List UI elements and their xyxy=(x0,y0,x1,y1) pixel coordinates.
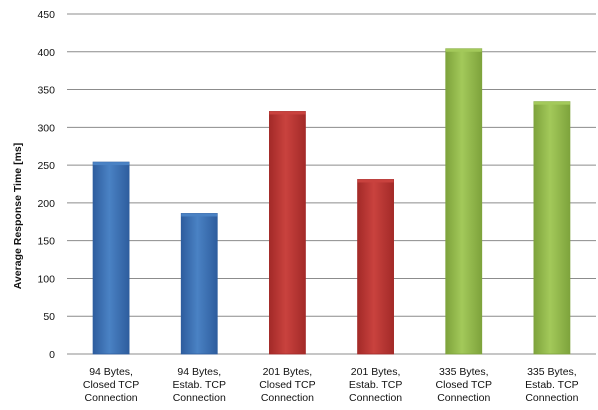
y-tick-labels: 0 50 100 150 200 250 300 350 400 450 xyxy=(37,9,55,361)
bar xyxy=(357,179,394,355)
bar xyxy=(92,161,130,355)
y-tick-label: 350 xyxy=(37,85,55,97)
x-category-label: 335 Bytes, Estab. TCP Connection xyxy=(525,366,579,404)
x-category-label-line: Estab. TCP xyxy=(173,379,227,391)
x-category-label-line: Connection xyxy=(349,392,402,404)
y-tick-label: 50 xyxy=(43,311,55,323)
x-category-label-line: 201 Bytes, xyxy=(263,366,313,378)
bar xyxy=(533,101,571,355)
bar xyxy=(445,48,483,355)
x-category-label-line: 335 Bytes, xyxy=(527,366,577,378)
y-tick-label: 400 xyxy=(37,47,55,59)
y-tick-label: 100 xyxy=(37,273,55,285)
x-category-label: 201 Bytes, Estab. TCP Connection xyxy=(349,366,403,404)
y-tick-label: 250 xyxy=(37,160,55,172)
y-tick-label: 450 xyxy=(37,9,55,21)
bar-cap xyxy=(357,179,394,183)
x-category-label-line: Connection xyxy=(85,392,138,404)
x-category-label-line: Connection xyxy=(261,392,314,404)
x-category-label: 94 Bytes, Closed TCP Connection xyxy=(83,366,139,404)
x-category-label-line: Closed TCP xyxy=(436,379,492,391)
x-category-label-line: Estab. TCP xyxy=(349,379,403,391)
bar-cap xyxy=(269,111,306,115)
bar xyxy=(269,111,306,355)
bar-cap xyxy=(93,162,130,166)
y-tick-label: 300 xyxy=(37,122,55,134)
x-category-label-line: Connection xyxy=(525,392,578,404)
bars xyxy=(92,48,571,355)
x-category-label: 201 Bytes, Closed TCP Connection xyxy=(259,366,315,404)
bar-cap xyxy=(445,48,482,52)
bar xyxy=(180,213,218,355)
y-tick-label: 0 xyxy=(49,349,55,361)
y-tick-label: 150 xyxy=(37,236,55,248)
y-axis-title: Average Response Time [ms] xyxy=(12,143,24,289)
x-category-label-line: 335 Bytes, xyxy=(439,366,489,378)
x-category-label-line: Connection xyxy=(173,392,226,404)
bar-cap xyxy=(181,213,218,217)
bar-cap xyxy=(533,101,570,105)
x-category-label: 94 Bytes, Estab. TCP Connection xyxy=(173,366,227,404)
x-category-label: 335 Bytes, Closed TCP Connection xyxy=(436,366,492,404)
x-category-label-line: Connection xyxy=(437,392,490,404)
x-category-label-line: Estab. TCP xyxy=(525,379,579,391)
x-category-label-line: 94 Bytes, xyxy=(89,366,133,378)
x-category-label-line: Closed TCP xyxy=(259,379,315,391)
gridlines xyxy=(67,13,596,355)
x-category-label-line: 94 Bytes, xyxy=(177,366,221,378)
y-tick-label: 200 xyxy=(37,198,55,210)
x-category-label-line: 201 Bytes, xyxy=(351,366,401,378)
x-category-label-line: Closed TCP xyxy=(83,379,139,391)
